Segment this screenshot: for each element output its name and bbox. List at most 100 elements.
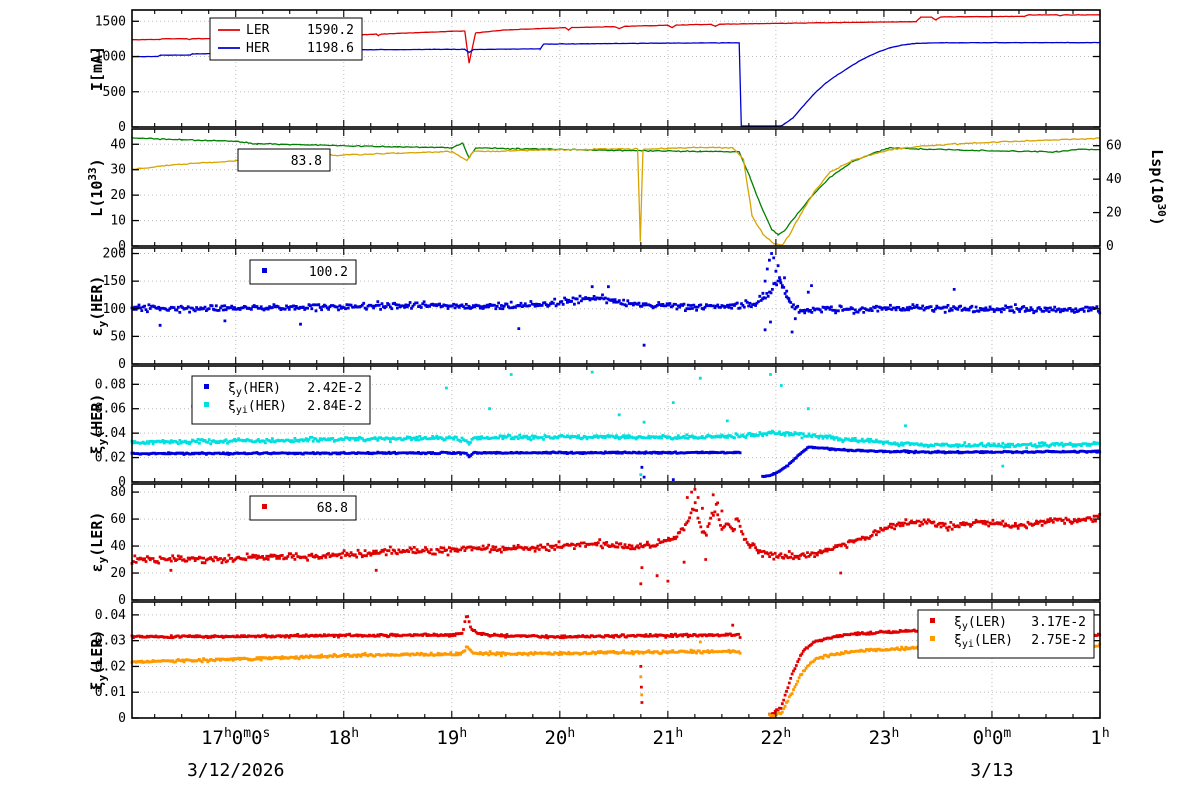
y-tick-label: 80: [110, 485, 126, 500]
right-axis-label: Lsp(1030): [1148, 149, 1168, 225]
right-tick-label: 60: [1106, 139, 1122, 154]
legend-label: ξy(LER): [954, 615, 1007, 632]
legend-box: [249, 495, 357, 521]
panel-frame: [131, 247, 1101, 365]
y-tick-label: 0.04: [95, 608, 126, 623]
x-tick-label: 17h0m0s: [201, 726, 270, 749]
panel-frame: [131, 128, 1101, 247]
series-xiyi-her: [130, 370, 1102, 477]
legend-label: ξy(HER): [228, 381, 281, 398]
y-tick-label: 0: [118, 593, 126, 608]
legend-ey-her: 100.2: [249, 259, 357, 285]
y-tick-label: 30: [110, 163, 126, 178]
y-tick-label: 40: [110, 539, 126, 554]
legend-xi-her: ξy(HER) 2.42E-2 ξyi(HER) 2.84E-2: [191, 375, 371, 425]
y-tick-label: 0: [118, 357, 126, 372]
panel-frame: [131, 365, 1101, 483]
x-tick-label: 18h: [328, 726, 359, 749]
legend-label: ξyi(HER): [228, 399, 287, 416]
panel-frame: [131, 483, 1101, 601]
panel-luminosity: 0 10 20 30 40 0 20 40 60 L(1033) Lsp(1030) 83.8: [86, 128, 1168, 254]
y-tick-label: 100: [103, 302, 126, 317]
legend-value: 1590.2: [307, 23, 354, 38]
series-ey-her: [130, 252, 1102, 347]
y-tick-label: 200: [103, 247, 126, 262]
right-tick-label: 20: [1106, 206, 1122, 221]
y-tick-label: 0.01: [95, 685, 126, 700]
legend-box: [237, 148, 331, 172]
panel-frame: [131, 601, 1101, 719]
legend-dot-swatch: [262, 268, 267, 273]
x-tick-label: 21h: [652, 726, 683, 749]
legend-dot-swatch: [204, 384, 209, 389]
series-xiy-her: [130, 445, 1102, 481]
legend-value: 68.8: [317, 501, 348, 516]
legend-value: 3.17E-2: [1031, 615, 1086, 630]
legend-dot-swatch: [204, 402, 209, 407]
legend-value: 2.42E-2: [307, 381, 362, 396]
legend-dot-swatch: [930, 636, 935, 641]
y-tick-label: 0: [118, 475, 126, 490]
x-date-label: 3/13: [970, 760, 1013, 781]
legend-value: 2.75E-2: [1031, 633, 1086, 648]
y-tick-label: 10: [110, 214, 126, 229]
right-tick-label: 40: [1106, 172, 1122, 187]
y-tick-label: 1000: [95, 50, 126, 65]
y-tick-label: 0.04: [95, 426, 126, 441]
x-tick-label: 23h: [869, 726, 900, 749]
legend-luminosity: 83.8: [237, 148, 331, 172]
y-tick-label: 0: [118, 120, 126, 135]
y-tick-label: 0.03: [95, 634, 126, 649]
legend-dot-swatch: [262, 504, 267, 509]
y-tick-label: 0.02: [95, 659, 126, 674]
series-L: [131, 136, 1101, 237]
y-tick-label: 20: [110, 188, 126, 203]
x-date-label: 3/12/2026: [187, 760, 285, 781]
y-axis-label-ey-her: εy(HER): [88, 276, 109, 337]
legend-box: [209, 17, 363, 61]
legend-box: [249, 259, 357, 285]
legend-current: LER 1590.2 HER 1198.6: [209, 17, 363, 61]
x-tick-label: 20h: [544, 726, 575, 749]
legend-value: 83.8: [291, 154, 322, 169]
right-tick-label: 0: [1106, 239, 1114, 254]
legend-box: [917, 609, 1095, 659]
x-tick-label: 0h0m: [973, 726, 1012, 749]
legend-box: [191, 375, 371, 425]
y-tick-label: 500: [103, 85, 126, 100]
legend-xi-ler: ξy(LER) 3.17E-2 ξyi(LER) 2.75E-2: [917, 609, 1095, 659]
y-tick-label: 150: [103, 274, 126, 289]
panel-frame: [131, 9, 1101, 128]
y-axis-label-xi-her: ξy(HER): [88, 394, 109, 455]
panel-current: 0 500 1000 1500 I[mA] LER 1590.2 HER 1198.6: [88, 9, 1101, 135]
x-tick-label: 1h: [1090, 726, 1109, 749]
y-axis-label-ey-ler: εy(LER): [88, 512, 109, 573]
x-tick-label: 22h: [761, 726, 792, 749]
y-axis-label-xi-ler: ξy(LER): [88, 630, 109, 691]
y-tick-label: 40: [110, 137, 126, 152]
x-tick-label: 19h: [436, 726, 467, 749]
legend-label: LER: [246, 23, 270, 38]
y-tick-label: 0: [118, 239, 126, 254]
y-axis-label-luminosity: L(1033): [86, 158, 106, 216]
y-tick-label: 50: [110, 329, 126, 344]
legend-dot-swatch: [930, 618, 935, 623]
series-xiy-ler: [130, 615, 1102, 717]
legend-value: 2.84E-2: [307, 399, 362, 414]
legend-ey-ler: 68.8: [249, 495, 357, 521]
legend-label: HER: [246, 41, 270, 56]
y-tick-label: 20: [110, 566, 126, 581]
y-tick-label: 0.08: [95, 377, 126, 392]
y-tick-label: 0.02: [95, 451, 126, 466]
y-tick-label: 0: [118, 711, 126, 726]
y-tick-label: 60: [110, 512, 126, 527]
legend-label: ξyi(LER): [954, 633, 1013, 650]
y-tick-label: 0.06: [95, 402, 126, 417]
legend-value: 1198.6: [307, 41, 354, 56]
panel-ey-her: 0 50 100 150 200 εy(HER) 100.2: [88, 247, 1102, 372]
